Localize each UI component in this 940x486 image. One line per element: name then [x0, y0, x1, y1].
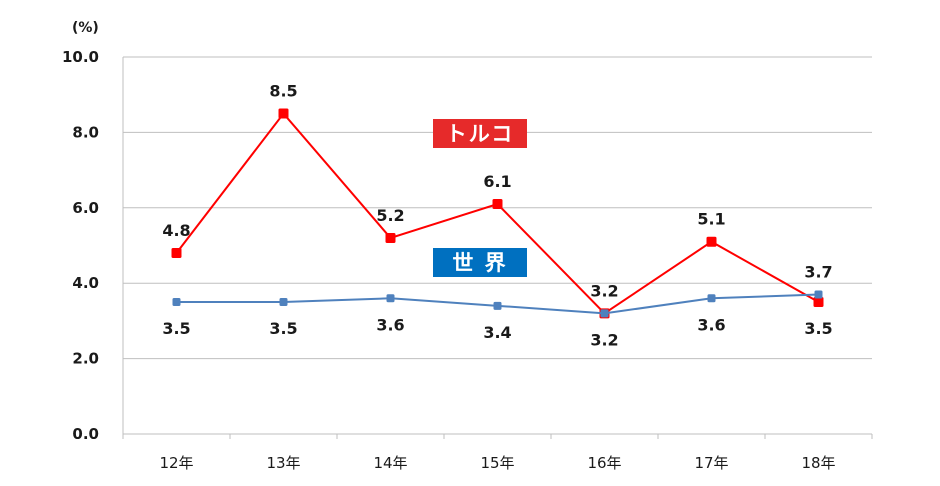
data-point-marker [278, 108, 289, 119]
x-tick-labels: 12年 13年 14年 15年 16年 17年 18年 [159, 454, 835, 472]
x-tick-label: 17年 [694, 454, 728, 472]
y-tick-label: 4.0 [72, 274, 99, 292]
legend-label-1: 世 界 [452, 251, 507, 275]
y-tick-label: 8.0 [72, 123, 99, 141]
y-tick-label: 2.0 [72, 350, 99, 368]
legend-label-0: トルコ [446, 122, 515, 146]
x-tick-label: 18年 [801, 454, 835, 472]
x-tick-label: 13年 [266, 454, 300, 472]
data-label: 8.5 [269, 82, 297, 101]
data-label: 4.8 [162, 221, 190, 240]
legend-box-0 [433, 119, 527, 148]
data-point-marker [706, 236, 717, 247]
data-point-marker [172, 298, 181, 307]
data-label: 6.1 [483, 172, 511, 191]
data-label: 3.2 [590, 281, 618, 300]
data-label: 3.2 [590, 330, 618, 349]
y-tick-labels: 0.0 2.0 4.0 6.0 8.0 10.0 [62, 48, 99, 443]
data-label: 3.5 [162, 319, 190, 338]
x-tick-label: 16年 [587, 454, 621, 472]
data-point-marker [386, 294, 395, 303]
data-point-marker [492, 199, 503, 210]
axes [122, 57, 873, 439]
y-axis-unit-label: (%) [72, 20, 99, 36]
data-label: 5.2 [376, 206, 404, 225]
data-label: 3.4 [483, 323, 511, 342]
series-lines [171, 108, 824, 319]
data-point-marker [385, 232, 396, 243]
legend-box-1 [433, 248, 527, 277]
data-label: 3.6 [697, 315, 725, 334]
data-label: 5.1 [697, 210, 725, 229]
y-tick-label: 10.0 [62, 48, 99, 66]
data-label: 3.6 [376, 315, 404, 334]
data-point-marker [600, 309, 609, 318]
data-label: 3.5 [269, 319, 297, 338]
data-point-marker [279, 298, 288, 307]
x-tick-label: 12年 [159, 454, 193, 472]
data-point-marker [707, 294, 716, 303]
data-labels: 4.8 8.5 5.2 6.1 3.2 5.1 3.5 3.5 3.5 3.6 3.4 3.2 3.6 3… [162, 82, 832, 350]
y-tick-label: 6.0 [72, 199, 99, 217]
data-point-marker [813, 297, 824, 308]
y-tick-label: 0.0 [72, 425, 99, 443]
data-label: 3.5 [804, 319, 832, 338]
data-point-marker [493, 301, 502, 310]
x-tick-label: 15年 [480, 454, 514, 472]
data-label: 3.7 [804, 263, 832, 282]
data-point-marker [171, 248, 182, 259]
data-point-marker [814, 290, 823, 299]
x-tick-label: 14年 [373, 454, 407, 472]
